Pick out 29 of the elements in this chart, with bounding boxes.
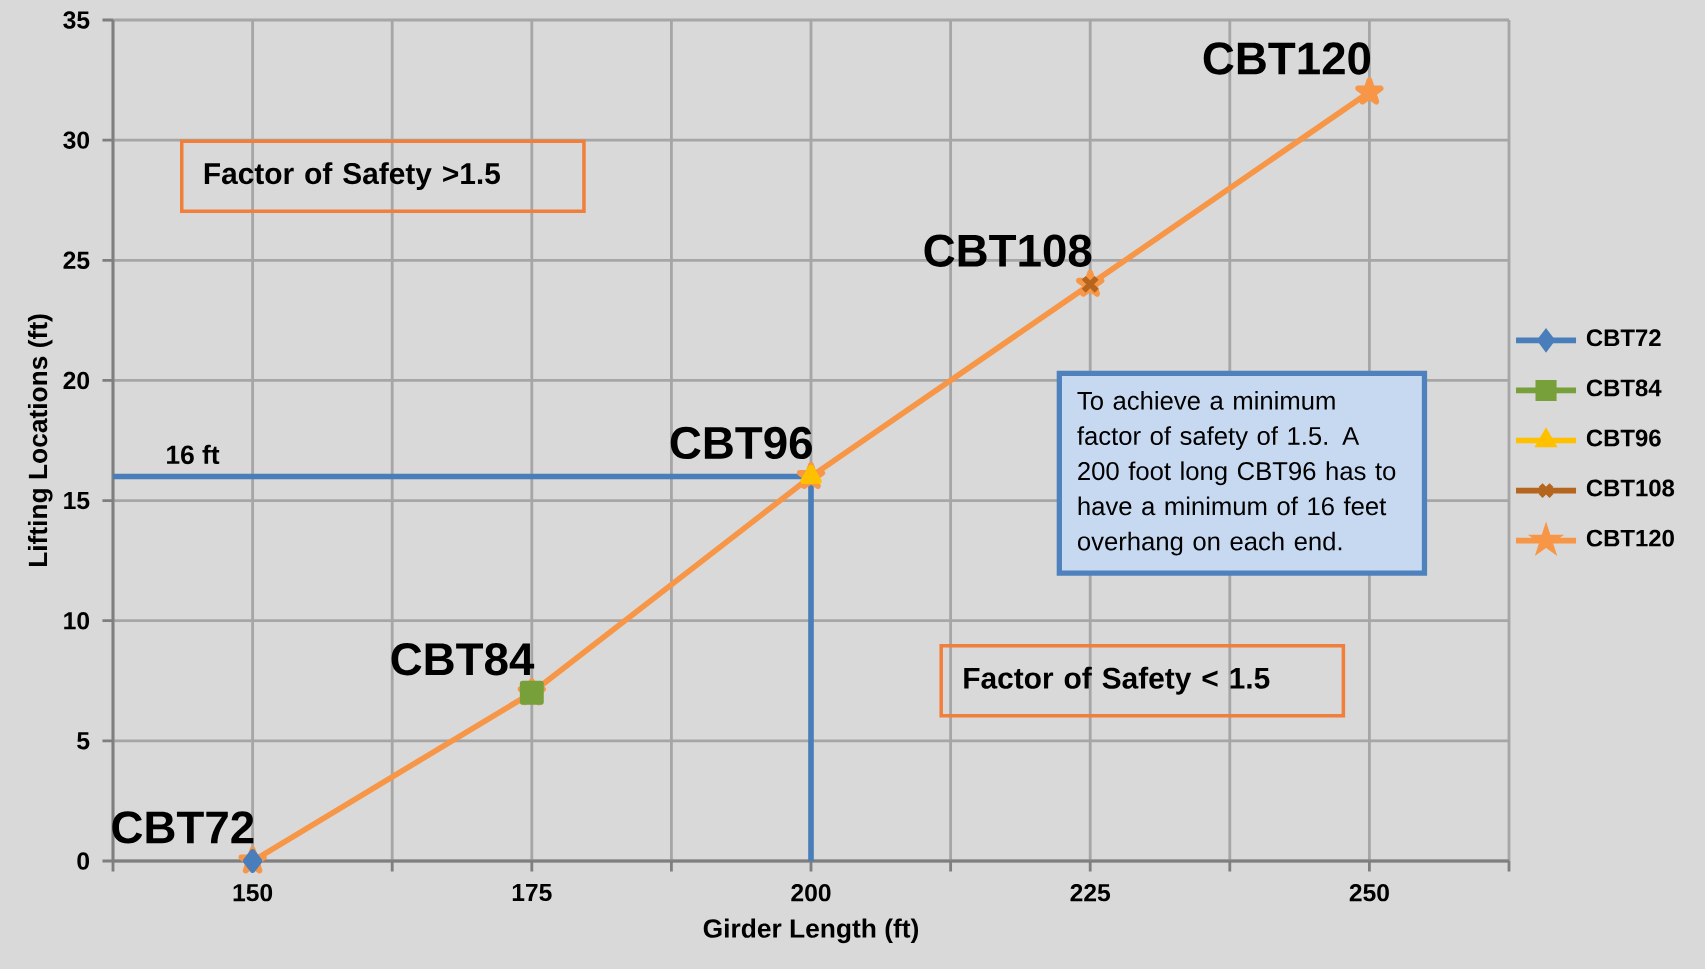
- y-tick-label: 30: [63, 131, 90, 149]
- legend-label: CBT120: [1586, 529, 1674, 547]
- x-tick-label: 225: [1070, 884, 1111, 902]
- annotation: Factor of Safety < 1.5: [964, 666, 1270, 695]
- x-tick-label: 175: [512, 883, 552, 902]
- y-tick-label: 35: [63, 11, 90, 29]
- annotation: CBT96: [670, 426, 812, 460]
- x-tick-label: 150: [233, 884, 273, 902]
- annotation: CBT84: [391, 643, 535, 676]
- legend-label: CBT108: [1586, 479, 1675, 497]
- y-tick-label: 25: [63, 251, 90, 269]
- annotation: CBT108: [924, 234, 1092, 267]
- y-tick-label: 0: [77, 852, 90, 870]
- x-tick-label: 250: [1349, 884, 1389, 902]
- legend-label: CBT72: [1586, 329, 1661, 347]
- legend-label: CBT96: [1586, 429, 1661, 447]
- y-tick-label: 5: [77, 732, 90, 750]
- x-axis-title: Girder Length (ft): [703, 918, 919, 944]
- y-tick-label: 20: [63, 371, 90, 390]
- legend-label: CBT84: [1586, 379, 1662, 397]
- annotation: 16 ft: [167, 444, 220, 465]
- annotation: CBT72: [112, 811, 254, 844]
- y-axis-title: Lifting Locations (ft): [27, 314, 53, 567]
- x-tick-label: 200: [791, 884, 831, 902]
- annotation: To achieve a minimum factor of safety of 1.5. A 200 foot long CBT96 has to have a minimum of 16 feet overhang on each end.: [1077, 391, 1396, 556]
- annotation: Factor of Safety >1.5: [204, 162, 500, 191]
- y-tick-label: 10: [64, 612, 90, 630]
- annotation: CBT120: [1203, 42, 1371, 75]
- y-tick-label: 15: [64, 492, 90, 510]
